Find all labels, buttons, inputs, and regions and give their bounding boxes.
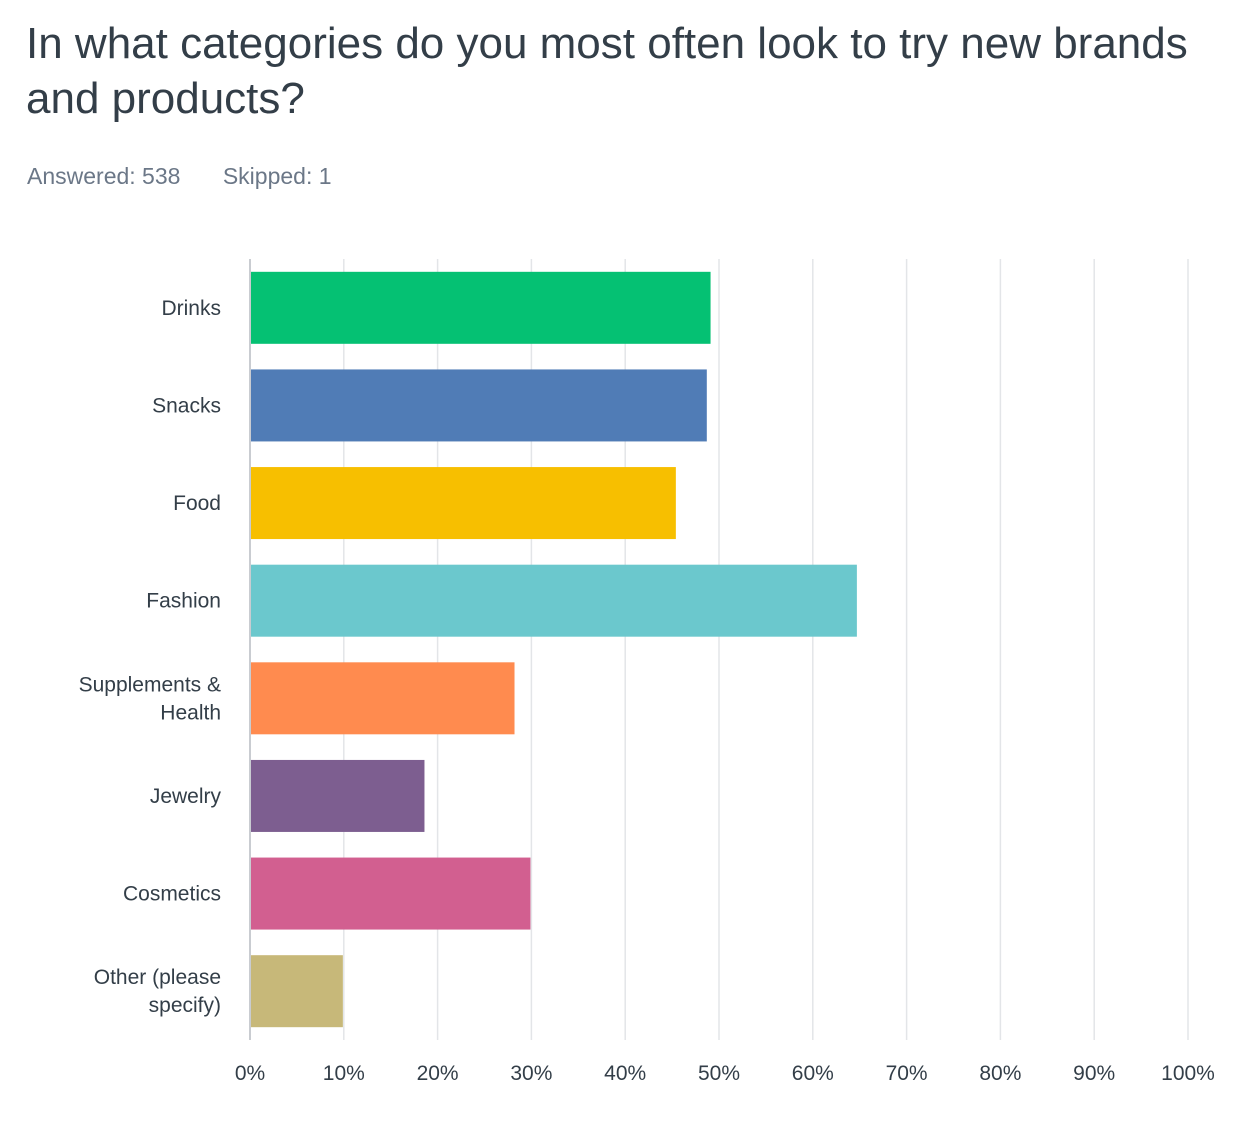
category-label-line: Jewelry [150,785,222,808]
category-label-line: Health [160,701,221,724]
x-tick-label: 50% [698,1062,740,1085]
bar-drinks [250,271,711,344]
category-label: Other (please specify) [94,966,221,1017]
category-label: Drinks [161,297,221,320]
x-tick-label: 30% [510,1062,552,1085]
x-tick-label: 90% [1073,1062,1115,1085]
category-label: Cosmetics [123,883,221,906]
question-title: In what categories do you most often loo… [26,19,1188,123]
x-tick-label: 40% [604,1062,646,1085]
x-tick-label: 100% [1161,1062,1215,1085]
skipped-count: Skipped: 1 [222,163,332,189]
category-label: Snacks [152,394,221,417]
x-tick-label: 0% [235,1062,265,1085]
category-label-line: Other (please [94,966,221,989]
x-tick-label: 80% [979,1062,1021,1085]
bar-other-please-specify [250,955,343,1028]
bar-food [250,467,676,540]
x-tick-label: 60% [792,1062,834,1085]
bar-fashion [250,564,857,637]
answered-count: Answered: 538 [27,163,181,189]
category-label-line: Drinks [161,297,221,320]
x-tick-label: 10% [323,1062,365,1085]
category-label-line: specify) [149,994,221,1017]
bar-jewelry [250,759,425,832]
category-label: Fashion [146,590,221,613]
response-stats: Answered: 538 Skipped: 1 [27,163,368,190]
category-label: Food [173,492,221,515]
category-label-line: Cosmetics [123,883,221,906]
category-label: Jewelry [150,785,222,808]
category-label-line: Supplements & [79,673,221,696]
bar-snacks [250,369,707,442]
bar-cosmetics [250,857,531,930]
x-tick-label: 20% [417,1062,459,1085]
x-tick-label: 70% [886,1062,928,1085]
category-label-line: Food [173,492,221,515]
category-label-line: Fashion [146,590,221,613]
category-label: Supplements & Health [79,673,221,724]
category-label-line: Snacks [152,394,221,417]
bar-supplements-health [250,662,515,735]
